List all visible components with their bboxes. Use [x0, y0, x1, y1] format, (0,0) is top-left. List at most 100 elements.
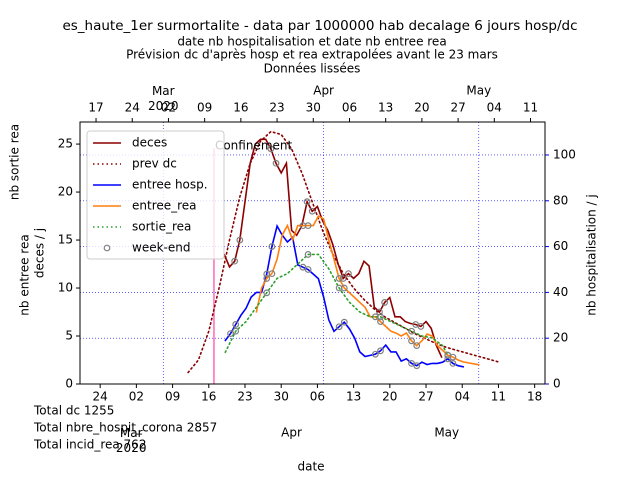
- x-axis-label: date: [297, 460, 324, 474]
- week-end-marker: [304, 251, 312, 258]
- x-tick-label: 06: [310, 390, 325, 404]
- week-end-marker: [263, 275, 271, 282]
- y2-tick-label: 80: [553, 193, 568, 207]
- y-axis-label: deces / j: [33, 228, 47, 278]
- week-end-marker: [335, 275, 343, 282]
- x-tick-label: 16: [201, 390, 216, 404]
- week-end-marker: [417, 323, 425, 330]
- y-axis-label: nb sortie rea: [8, 124, 22, 200]
- y-tick-label: 10: [58, 281, 73, 295]
- week-end-marker: [236, 236, 244, 244]
- week-end-marker: [340, 318, 348, 326]
- top-x-tick-label: 17: [88, 101, 103, 115]
- week-end-marker: [304, 266, 312, 273]
- week-end-marker: [371, 350, 379, 358]
- y2-tick-label: 100: [553, 147, 576, 161]
- x-month-label: Mar 2020: [116, 426, 147, 455]
- x-tick-label: 18: [527, 390, 542, 404]
- week-end-marker: [381, 299, 389, 306]
- week-end-marker: [272, 159, 280, 167]
- week-end-marker: [267, 145, 275, 153]
- legend-box: [86, 130, 225, 260]
- chart-subtitle: date nb hospitalisation et date nb entre…: [177, 35, 446, 49]
- top-x-tick-label: 27: [450, 101, 465, 115]
- legend-label: deces: [132, 136, 167, 150]
- top-month-label: Apr: [313, 84, 334, 98]
- note: Données lissées: [264, 62, 361, 76]
- x-month-label: Apr: [281, 426, 302, 440]
- x-tick-label: 02: [129, 390, 144, 404]
- week-end-marker: [303, 198, 311, 206]
- total: Total nbre_hospit_corona 2857: [33, 421, 217, 435]
- top-month-label: Mar 2020: [148, 84, 179, 113]
- y2-axis-label: nb hospitalisation / j: [585, 194, 599, 316]
- x-tick-label: 23: [237, 390, 252, 404]
- week-end-marker: [231, 257, 239, 265]
- week-end-marker: [263, 289, 271, 297]
- y-tick-label: 25: [58, 137, 73, 151]
- week-end-marker: [335, 284, 343, 292]
- x-tick-label: 30: [274, 390, 289, 404]
- legend-label: entree hosp.: [132, 178, 208, 192]
- y-tick-label: 20: [58, 185, 73, 199]
- week-end-marker: [308, 207, 316, 215]
- chart-title: es_haute_1er surmortalite - data par 100…: [62, 18, 577, 34]
- x-tick-label: 04: [455, 390, 470, 404]
- top-x-tick-label: 11: [523, 101, 538, 115]
- week-end-marker: [377, 347, 384, 355]
- x-tick-label: 24: [93, 390, 108, 404]
- week-end-marker: [232, 327, 240, 335]
- week-end-marker: [413, 342, 421, 350]
- week-end-marker: [444, 351, 452, 359]
- x-month-label: May: [434, 426, 459, 440]
- week-end-marker: [268, 243, 276, 250]
- x-tick-label: 27: [418, 390, 433, 404]
- y2-tick-label: 20: [553, 331, 568, 345]
- y-tick-label: 15: [58, 233, 73, 247]
- note: Prévision dc d'après hosp et rea extrapo…: [126, 48, 498, 62]
- top-x-tick-label: 16: [233, 101, 248, 115]
- series-line: [224, 253, 449, 356]
- y-tick-label: 5: [65, 329, 73, 343]
- week-end-marker: [413, 362, 421, 370]
- top-x-tick-label: 24: [125, 101, 140, 115]
- x-tick-label: 11: [491, 390, 506, 404]
- week-end-marker: [268, 270, 276, 278]
- series-line: [255, 215, 480, 366]
- week-end-marker: [345, 270, 352, 278]
- series-line: [187, 130, 500, 374]
- x-tick-label: 09: [165, 390, 180, 404]
- top-x-tick-label: 13: [378, 101, 393, 115]
- legend-label: week-end: [132, 241, 190, 255]
- plot-frame: [79, 121, 546, 385]
- week-end-marker: [376, 308, 383, 316]
- week-end-marker: [335, 323, 343, 331]
- week-end-marker: [408, 327, 415, 335]
- top-month-label: May: [466, 84, 491, 98]
- top-x-tick-label: 23: [269, 101, 284, 115]
- legend-label: sortie_rea: [132, 220, 191, 234]
- y-tick-label: 0: [65, 377, 73, 391]
- top-x-tick-label: 20: [414, 101, 429, 115]
- top-x-tick-label: 09: [197, 101, 212, 115]
- week-end-marker: [304, 222, 312, 230]
- total: Total incid_rea 762: [33, 438, 146, 452]
- week-end-marker: [449, 359, 457, 367]
- x-tick-label: 13: [346, 390, 361, 404]
- top-x-tick-label: 30: [306, 101, 321, 115]
- total: Total dc 1255: [33, 404, 114, 418]
- week-end-marker: [377, 313, 384, 321]
- y2-tick-label: 40: [553, 285, 568, 299]
- legend-label: prev dc: [132, 157, 177, 171]
- y-axis-label: nb entree rea: [18, 234, 32, 315]
- y2-tick-label: 0: [553, 377, 561, 391]
- legend-marker: [103, 244, 111, 252]
- annotation-label: Confinement: [215, 139, 293, 153]
- legend-label: entree_rea: [132, 199, 197, 213]
- top-x-tick-label: 02: [161, 101, 176, 115]
- week-end-marker: [408, 337, 415, 345]
- week-end-marker: [232, 321, 240, 328]
- top-x-tick-label: 06: [342, 101, 357, 115]
